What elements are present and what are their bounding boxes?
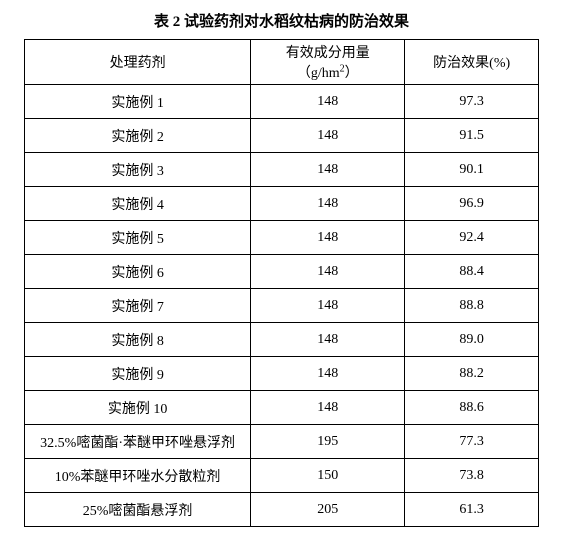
- cell-c2: 150: [251, 459, 405, 493]
- cell-c1: 实施例 7: [25, 289, 251, 323]
- table-row: 实施例 814889.0: [25, 323, 539, 357]
- table-row: 实施例 114897.3: [25, 85, 539, 119]
- cell-c1: 10%苯醚甲环唑水分散粒剂: [25, 459, 251, 493]
- cell-c1: 32.5%嘧菌酯·苯醚甲环唑悬浮剂: [25, 425, 251, 459]
- cell-c3: 90.1: [405, 153, 539, 187]
- table-row: 实施例 614888.4: [25, 255, 539, 289]
- cell-c2: 148: [251, 357, 405, 391]
- col-header-3: 防治效果(%): [405, 40, 539, 85]
- cell-c2: 148: [251, 323, 405, 357]
- table-row: 实施例 514892.4: [25, 221, 539, 255]
- cell-c3: 92.4: [405, 221, 539, 255]
- cell-c2: 148: [251, 153, 405, 187]
- cell-c2: 205: [251, 493, 405, 527]
- table-row: 实施例 414896.9: [25, 187, 539, 221]
- cell-c2: 148: [251, 289, 405, 323]
- cell-c3: 88.4: [405, 255, 539, 289]
- header-row: 处理药剂 有效成分用量（g/hm2） 防治效果(%): [25, 40, 539, 85]
- table-row: 实施例 314890.1: [25, 153, 539, 187]
- cell-c3: 97.3: [405, 85, 539, 119]
- col-header-1: 处理药剂: [25, 40, 251, 85]
- col2-unit-base: g/hm: [311, 66, 340, 81]
- cell-c1: 实施例 10: [25, 391, 251, 425]
- table-row: 10%苯醚甲环唑水分散粒剂15073.8: [25, 459, 539, 493]
- cell-c2: 148: [251, 85, 405, 119]
- cell-c1: 实施例 8: [25, 323, 251, 357]
- table-body: 实施例 114897.3实施例 214891.5实施例 314890.1实施例 …: [25, 85, 539, 527]
- cell-c1: 25%嘧菌酯悬浮剂: [25, 493, 251, 527]
- cell-c3: 88.8: [405, 289, 539, 323]
- cell-c3: 77.3: [405, 425, 539, 459]
- table-row: 实施例 214891.5: [25, 119, 539, 153]
- cell-c2: 148: [251, 221, 405, 255]
- cell-c3: 88.2: [405, 357, 539, 391]
- cell-c1: 实施例 2: [25, 119, 251, 153]
- col-header-2: 有效成分用量（g/hm2）: [251, 40, 405, 85]
- cell-c3: 89.0: [405, 323, 539, 357]
- cell-c2: 148: [251, 391, 405, 425]
- cell-c3: 88.6: [405, 391, 539, 425]
- table-row: 25%嘧菌酯悬浮剂20561.3: [25, 493, 539, 527]
- col2-suffix: ）: [345, 66, 359, 81]
- cell-c3: 61.3: [405, 493, 539, 527]
- cell-c1: 实施例 5: [25, 221, 251, 255]
- cell-c3: 73.8: [405, 459, 539, 493]
- cell-c2: 148: [251, 119, 405, 153]
- table-row: 32.5%嘧菌酯·苯醚甲环唑悬浮剂19577.3: [25, 425, 539, 459]
- cell-c3: 96.9: [405, 187, 539, 221]
- cell-c2: 148: [251, 187, 405, 221]
- data-table: 处理药剂 有效成分用量（g/hm2） 防治效果(%) 实施例 114897.3实…: [24, 39, 539, 527]
- cell-c2: 195: [251, 425, 405, 459]
- cell-c1: 实施例 9: [25, 357, 251, 391]
- cell-c1: 实施例 4: [25, 187, 251, 221]
- table-caption: 表 2 试验药剂对水稻纹枯病的防治效果: [24, 10, 539, 31]
- cell-c1: 实施例 6: [25, 255, 251, 289]
- table-row: 实施例 914888.2: [25, 357, 539, 391]
- cell-c1: 实施例 3: [25, 153, 251, 187]
- cell-c1: 实施例 1: [25, 85, 251, 119]
- table-row: 实施例 714888.8: [25, 289, 539, 323]
- table-row: 实施例 1014888.6: [25, 391, 539, 425]
- cell-c3: 91.5: [405, 119, 539, 153]
- cell-c2: 148: [251, 255, 405, 289]
